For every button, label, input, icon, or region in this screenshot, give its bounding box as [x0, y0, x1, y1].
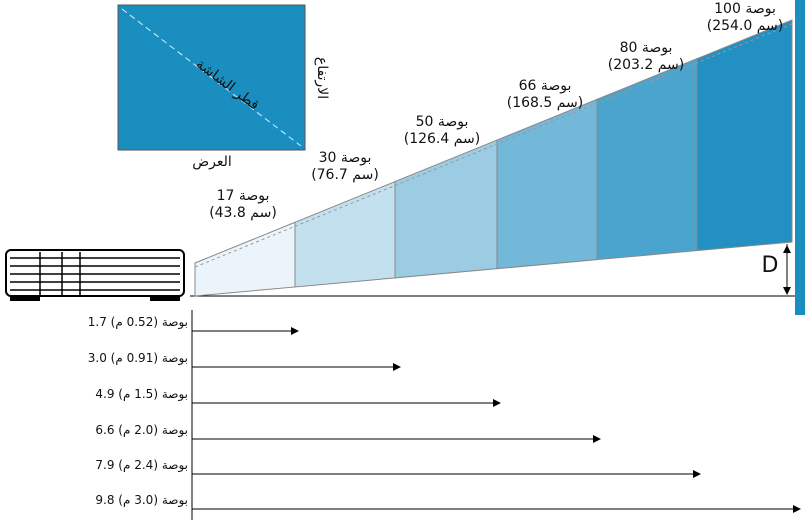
- screen-projection: [496, 98, 598, 270]
- screen-size: 50 بوصة: [416, 114, 469, 130]
- screen-size-metric: (203.2 سم): [608, 57, 685, 73]
- offset-label: D: [762, 253, 779, 278]
- distance-label: 4.9 بوصة (1.5 م): [95, 387, 188, 402]
- distance-label: 7.9 بوصة (2.4 م): [95, 458, 188, 473]
- diagonal-line: [121, 8, 302, 147]
- screen-size: 66 بوصة: [519, 78, 572, 94]
- distance-label: 9.8 بوصة (3.0 م): [95, 493, 188, 508]
- projector: [5, 249, 185, 301]
- screen-size-metric: (168.5 سم): [507, 95, 584, 111]
- distance-label: 3.0 بوصة (0.91 م): [88, 351, 188, 366]
- screen-size-metric: (76.7 سم): [311, 167, 379, 183]
- screen-projection: [696, 19, 793, 252]
- distance-label: 1.7 بوصة (0.52 م): [88, 315, 188, 330]
- screen-size-metric: (43.8 سم): [209, 205, 277, 221]
- screen-projection: [294, 180, 396, 288]
- distance-label: 6.6 بوصة (2.0 م): [95, 423, 188, 438]
- screen-size: 17 بوصة: [217, 188, 270, 204]
- height-label: الارتفاع: [314, 57, 330, 99]
- wall: [795, 0, 805, 315]
- screen-projection: [194, 221, 296, 297]
- screen-projection: [596, 57, 698, 261]
- width-label: العرض: [192, 154, 232, 170]
- screen-projection: [394, 139, 498, 279]
- screen-size: 30 بوصة: [319, 150, 372, 166]
- screen-size-metric: (254.0 سم): [707, 18, 784, 34]
- screen-size: 80 بوصة: [620, 40, 673, 56]
- screen-size: 100 بوصة: [714, 1, 776, 17]
- screen-size-metric: (126.4 سم): [404, 131, 481, 147]
